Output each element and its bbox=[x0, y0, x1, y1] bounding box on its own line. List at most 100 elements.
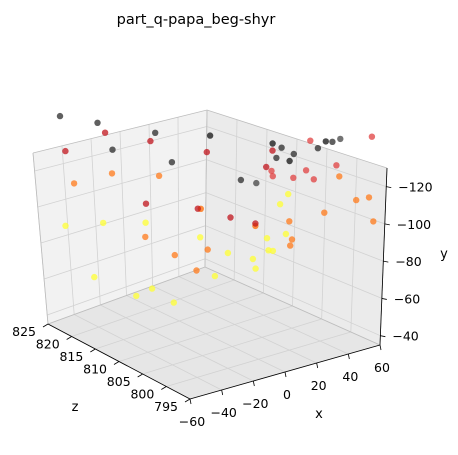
scatter-point bbox=[286, 157, 293, 165]
z-tick-label: 820 bbox=[36, 337, 60, 352]
scatter-point bbox=[287, 242, 294, 249]
scatter-point bbox=[70, 180, 78, 187]
scatter-point bbox=[171, 251, 178, 259]
grid-line-left-wall-z bbox=[90, 138, 101, 306]
y-tick-label: −60 bbox=[394, 291, 420, 306]
tick-mark bbox=[284, 371, 287, 378]
tick-mark bbox=[316, 362, 319, 369]
z-tick-label: 810 bbox=[83, 362, 107, 377]
scatter-point bbox=[194, 205, 201, 212]
tick-mark bbox=[66, 336, 72, 340]
scatter-point bbox=[227, 214, 234, 221]
z-axis-label: z bbox=[72, 400, 79, 415]
tick-mark bbox=[161, 386, 167, 390]
scatter-point bbox=[155, 172, 163, 179]
tick-mark bbox=[221, 389, 224, 396]
y-tick-label: −100 bbox=[397, 217, 431, 232]
scatter-point bbox=[276, 201, 284, 208]
scatter-point bbox=[321, 209, 328, 216]
scatter-point bbox=[286, 218, 293, 225]
scatter-point bbox=[268, 167, 275, 175]
grid-line-floor-x bbox=[126, 295, 286, 373]
scatter-point bbox=[62, 222, 69, 229]
x-tick-label: −20 bbox=[242, 396, 268, 411]
tick-mark bbox=[379, 344, 382, 351]
z-tick-label: 825 bbox=[12, 324, 36, 339]
scatter-point bbox=[336, 173, 343, 180]
y-axis-label: y bbox=[440, 247, 448, 262]
tick-mark bbox=[90, 348, 96, 353]
grid-line-right-wall-x bbox=[321, 148, 328, 320]
tick-mark bbox=[184, 398, 191, 403]
scatter-point bbox=[170, 299, 177, 306]
data-points bbox=[56, 112, 377, 306]
scatter-point bbox=[147, 137, 154, 145]
scatter-point bbox=[310, 176, 317, 183]
tick-mark bbox=[381, 298, 387, 300]
scatter-point bbox=[263, 235, 271, 242]
scatter-point bbox=[269, 173, 276, 180]
grid-line-left-wall-y bbox=[37, 159, 207, 208]
scatter-point bbox=[142, 200, 150, 207]
grid-line-left-wall-z bbox=[119, 131, 127, 296]
scatter-point bbox=[365, 194, 373, 201]
grid-line-right-wall-y bbox=[205, 192, 384, 262]
scatter-point bbox=[152, 129, 159, 136]
scatter-point bbox=[108, 170, 116, 177]
scatter-point bbox=[206, 132, 214, 139]
x-tick-label: 20 bbox=[311, 378, 327, 393]
scatter-point bbox=[211, 272, 219, 280]
scatter-point bbox=[109, 146, 116, 153]
scatter-point bbox=[333, 162, 340, 169]
tick-mark bbox=[386, 186, 392, 189]
x-tick-label: 60 bbox=[374, 360, 390, 375]
grid-line-left-wall-z bbox=[61, 145, 75, 315]
z-tick-label: 805 bbox=[107, 374, 131, 389]
scatter-point bbox=[273, 154, 280, 162]
x-tick-label: 40 bbox=[342, 369, 358, 384]
scatter-point bbox=[307, 137, 314, 144]
scatter-point bbox=[224, 249, 232, 257]
tick-mark bbox=[347, 353, 350, 360]
z-tick-label: 795 bbox=[154, 399, 178, 414]
tick-mark bbox=[383, 260, 389, 263]
grid-line-left-wall-y bbox=[47, 258, 206, 316]
tick-mark bbox=[380, 335, 386, 338]
tick-mark bbox=[252, 380, 255, 387]
scatter-point bbox=[197, 234, 204, 241]
scatter-point bbox=[302, 167, 310, 174]
scatter-point bbox=[193, 267, 200, 274]
scatter-point bbox=[253, 179, 260, 187]
grid-line-left-wall-y bbox=[43, 225, 206, 280]
grid-line-right-wall-x bbox=[292, 138, 298, 307]
tick-mark bbox=[137, 373, 143, 378]
y-tick-label: −120 bbox=[398, 180, 432, 195]
scatter-point bbox=[282, 230, 290, 238]
grid-line-right-wall-x bbox=[233, 119, 238, 281]
scatter-point bbox=[142, 233, 149, 241]
scatter-point bbox=[278, 144, 285, 151]
scatter-point bbox=[252, 220, 259, 227]
scatter-point bbox=[265, 247, 272, 254]
x-tick-label: −40 bbox=[210, 405, 236, 420]
y-tick-label: −80 bbox=[395, 254, 421, 269]
scatter-point bbox=[101, 129, 109, 136]
grid-line-floor-x bbox=[73, 314, 222, 391]
scatter-point bbox=[288, 236, 296, 243]
scatter-point bbox=[94, 119, 101, 127]
scatter-point bbox=[263, 163, 270, 171]
scatter-point bbox=[337, 135, 344, 143]
scatter-point bbox=[91, 273, 98, 281]
grid-line-left-wall-z bbox=[177, 117, 180, 277]
scatter-point bbox=[252, 265, 259, 272]
scatter-point bbox=[314, 145, 322, 152]
tick-mark bbox=[113, 361, 120, 365]
scatter-point bbox=[285, 190, 292, 198]
scatter-point bbox=[100, 219, 107, 227]
grid-line-floor-x bbox=[152, 285, 317, 364]
pane-left bbox=[33, 110, 207, 324]
grid-line-left-wall-z bbox=[148, 124, 154, 287]
scatter-point bbox=[133, 292, 140, 300]
x-axis-label: x bbox=[315, 407, 323, 422]
scatter-point bbox=[368, 133, 376, 140]
